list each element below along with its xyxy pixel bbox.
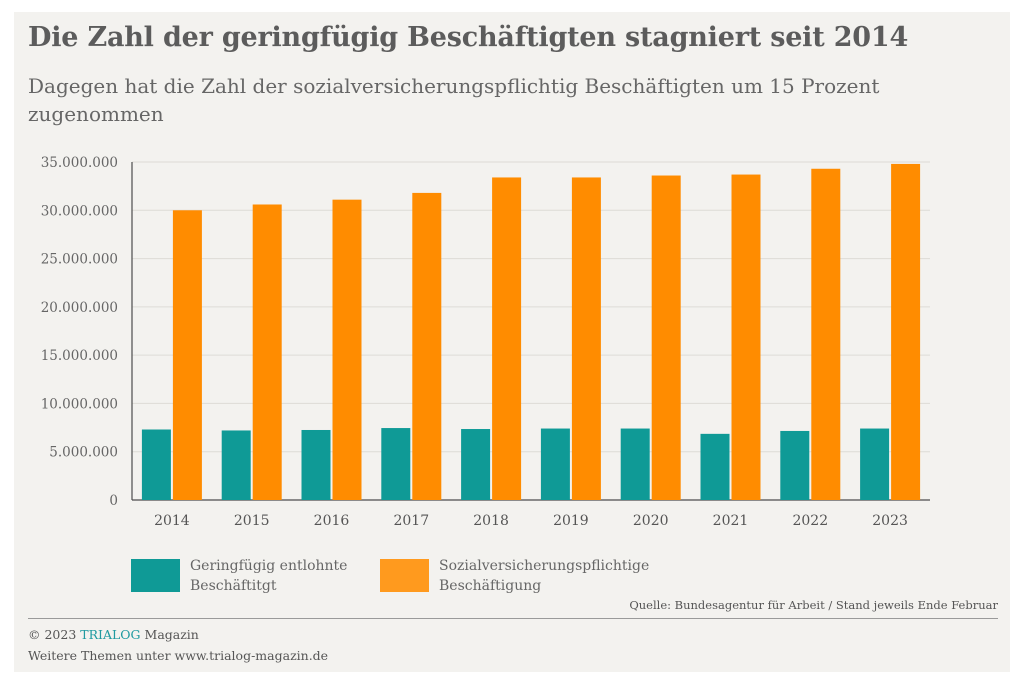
footer-copyright: © 2023 TRIALOG Magazin — [28, 627, 199, 642]
bar-geringfuegig — [221, 430, 251, 500]
legend-label-sozialversicherungspflichtig: Sozialversicherungspflichtige Beschäftig… — [439, 556, 679, 596]
legend-label-geringfuegig: Geringfügig entlohnte Beschäftitgt — [190, 556, 390, 596]
x-tick-label: 2014 — [154, 513, 190, 529]
x-tick-label: 2021 — [713, 513, 749, 529]
y-tick-label: 20.000.000 — [41, 300, 118, 316]
footer-divider — [28, 618, 998, 619]
y-tick-label: 5.000.000 — [49, 445, 118, 461]
x-tick-label: 2020 — [633, 513, 669, 529]
bar-sozialversicherungspflichtig — [172, 210, 202, 501]
x-tick-label: 2019 — [553, 513, 589, 529]
bar-geringfuegig — [381, 428, 411, 500]
legend-swatch-geringfuegig — [131, 559, 180, 592]
bar-geringfuegig — [700, 433, 730, 500]
bar-geringfuegig — [780, 430, 810, 500]
bar-geringfuegig — [141, 429, 171, 500]
bar-sozialversicherungspflichtig — [571, 177, 601, 501]
bar-geringfuegig — [540, 428, 570, 500]
bar-sozialversicherungspflichtig — [332, 199, 362, 501]
brand-suffix: Magazin — [144, 627, 199, 642]
copyright-text: © 2023 — [28, 627, 77, 642]
x-tick-label: 2016 — [314, 513, 350, 529]
x-tick-label: 2017 — [393, 513, 429, 529]
y-tick-label: 30.000.000 — [41, 203, 118, 219]
source-note: Quelle: Bundesagentur für Arbeit / Stand… — [629, 598, 998, 612]
chart-card: Die Zahl der geringfügig Beschäftigten s… — [14, 12, 1010, 672]
x-tick-label: 2018 — [473, 513, 509, 529]
x-tick-label: 2023 — [872, 513, 908, 529]
bar-sozialversicherungspflichtig — [891, 163, 921, 500]
x-tick-label: 2022 — [792, 513, 828, 529]
y-tick-label: 35.000.000 — [41, 155, 118, 171]
bar-sozialversicherungspflichtig — [811, 168, 841, 500]
chart-title: Die Zahl der geringfügig Beschäftigten s… — [28, 22, 909, 53]
x-tick-label: 2015 — [234, 513, 270, 529]
y-tick-label: 25.000.000 — [41, 252, 118, 268]
chart-subtitle: Dagegen hat die Zahl der sozialversicher… — [28, 74, 880, 126]
legend-label-line: Geringfügig entlohnte — [190, 558, 348, 574]
bar-geringfuegig — [461, 429, 491, 500]
legend-item-sozialversicherungspflichtig: Sozialversicherungspflichtige Beschäftig… — [380, 556, 679, 596]
bar-sozialversicherungspflichtig — [731, 174, 761, 500]
footer-more-topics[interactable]: Weitere Themen unter www.trialog-magazin… — [28, 648, 329, 663]
bar-geringfuegig — [301, 429, 331, 500]
legend-label-line: Sozialversicherungspflichtige — [439, 558, 650, 574]
bar-geringfuegig — [620, 428, 650, 500]
y-tick-label: 10.000.000 — [41, 396, 118, 412]
bar-sozialversicherungspflichtig — [252, 204, 282, 500]
bar-geringfuegig — [860, 428, 890, 500]
brand-name[interactable]: TRIALOG — [80, 627, 141, 642]
y-tick-label: 0 — [109, 493, 118, 509]
legend-item-geringfuegig: Geringfügig entlohnte Beschäftitgt — [131, 556, 390, 596]
bar-sozialversicherungspflichtig — [492, 177, 522, 501]
bar-sozialversicherungspflichtig — [651, 175, 681, 500]
bar-sozialversicherungspflichtig — [412, 192, 442, 500]
y-tick-label: 15.000.000 — [41, 348, 118, 364]
bar-chart: 0 5.000.000 10.000.000 15.000.000 20.000.000… — [41, 155, 930, 529]
legend-label-line: Beschäftigung — [439, 578, 542, 594]
legend-label-line: Beschäftitgt — [190, 578, 277, 594]
legend-swatch-sozialversicherungspflichtig — [380, 559, 429, 592]
